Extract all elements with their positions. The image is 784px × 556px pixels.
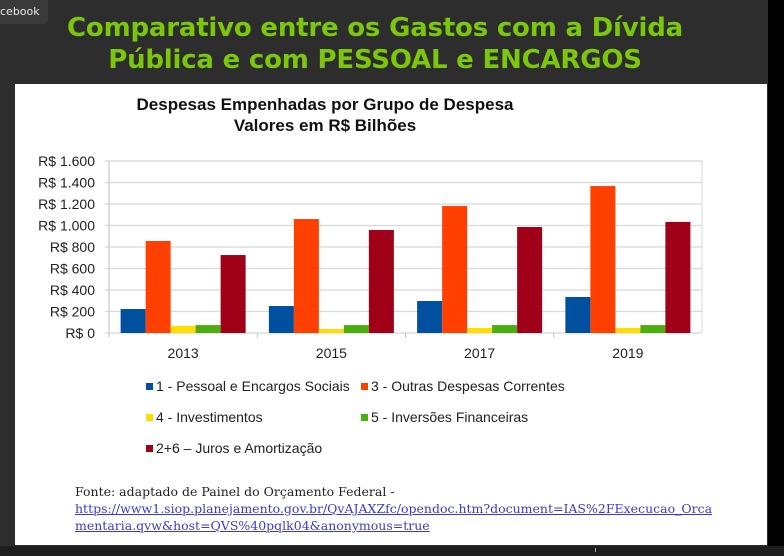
slide-title-line-2: Pública e com PESSOAL e ENCARGOS bbox=[108, 45, 642, 75]
bar-2015-5 bbox=[368, 230, 394, 333]
bar-2013-5 bbox=[220, 255, 246, 333]
bar-2015-3 bbox=[318, 329, 344, 333]
x-tick-label: 2017 bbox=[464, 345, 495, 361]
legend-swatch bbox=[361, 382, 368, 390]
bottom-marker bbox=[595, 548, 596, 552]
bar-2013-3 bbox=[170, 326, 196, 333]
bar-2017-5 bbox=[517, 227, 543, 333]
bar-2019-1 bbox=[565, 296, 591, 333]
bar-2017-2 bbox=[442, 206, 468, 333]
legend-label: 4 - Investimentos bbox=[156, 409, 263, 425]
bar-2013-4 bbox=[195, 325, 221, 333]
legend-label: 5 - Inversões Financeiras bbox=[371, 409, 529, 425]
chart-subtitle: Valores em R$ Bilhões bbox=[233, 116, 417, 135]
y-axis-ticks: R$ 0 R$ 200 R$ 400 R$ 600 R$ 800 R$ 1.000 R$ 1… bbox=[38, 153, 95, 341]
source-note: Fonte: adaptado de Painel do Orçamento F… bbox=[75, 483, 765, 534]
y-tick-label: R$ 200 bbox=[50, 304, 95, 320]
y-tick-label: R$ 600 bbox=[50, 261, 95, 277]
y-tick-label: R$ 1.600 bbox=[38, 153, 95, 169]
y-tick-label: R$ 400 bbox=[50, 282, 95, 298]
bar-2017-1 bbox=[417, 300, 443, 333]
x-tick-label: 2019 bbox=[612, 345, 643, 361]
x-tick-label: 2013 bbox=[168, 345, 199, 361]
chart-title-main: Despesas Empenhadas por Grupo de Despesa bbox=[136, 95, 514, 114]
bottom-bar bbox=[0, 546, 784, 556]
bar-2013-1 bbox=[120, 309, 146, 333]
y-tick-label: R$ 0 bbox=[65, 325, 95, 341]
source-label: Fonte: adaptado de Painel do Orçamento F… bbox=[75, 484, 395, 499]
bar-2019-2 bbox=[590, 186, 616, 333]
y-tick-label: R$ 1.000 bbox=[38, 218, 95, 234]
source-link-line-2: mentaria.qvw&host=QVS%40pqlk04&anonymous… bbox=[75, 518, 430, 533]
bar-2017-4 bbox=[492, 325, 518, 333]
x-axis-ticks: 2013 2015 2017 2019 bbox=[168, 333, 644, 361]
bars bbox=[120, 186, 691, 333]
bar-2019-3 bbox=[615, 327, 641, 333]
bar-2015-4 bbox=[343, 325, 369, 333]
bar-2013-2 bbox=[145, 240, 171, 333]
right-black-panel bbox=[768, 0, 784, 556]
legend-label: 1 - Pessoal e Encargos Sociais bbox=[156, 378, 350, 394]
source-link-line-1: https://www1.siop.planejamento.gov.br/Qv… bbox=[75, 501, 713, 516]
legend-item: 1 - Pessoal e Encargos Sociais bbox=[146, 378, 350, 394]
app-tab-label[interactable]: cebook bbox=[0, 0, 48, 24]
y-tick-label: R$ 1.400 bbox=[38, 175, 95, 191]
bar-2019-5 bbox=[665, 221, 691, 333]
legend-swatch bbox=[146, 382, 153, 390]
legend-swatch bbox=[146, 444, 153, 452]
y-tick-label: R$ 1.200 bbox=[38, 196, 95, 212]
chart-title: Despesas Empenhadas por Grupo de Despesa… bbox=[95, 94, 555, 136]
x-tick-label: 2015 bbox=[316, 345, 347, 361]
y-tick-label: R$ 800 bbox=[50, 239, 95, 255]
bar-2015-1 bbox=[268, 306, 294, 333]
legend-item: 2+6 – Juros e Amortização bbox=[146, 440, 322, 456]
legend-swatch bbox=[361, 413, 368, 421]
legend-item: 4 - Investimentos bbox=[146, 409, 263, 425]
legend-label: 3 - Outras Despesas Correntes bbox=[371, 378, 565, 394]
legend-item: 3 - Outras Despesas Correntes bbox=[361, 378, 565, 394]
slide-title: Comparativo entre os Gastos com a Dívida… bbox=[40, 12, 710, 76]
bar-2019-4 bbox=[640, 325, 666, 333]
bar-2017-3 bbox=[467, 327, 493, 333]
bar-2015-2 bbox=[293, 219, 319, 333]
source-link[interactable]: https://www1.siop.planejamento.gov.br/Qv… bbox=[75, 500, 765, 534]
slide-title-line-1: Comparativo entre os Gastos com a Dívida bbox=[67, 13, 683, 43]
legend-item: 5 - Inversões Financeiras bbox=[361, 409, 528, 425]
legend-swatch bbox=[146, 413, 153, 421]
legend-label: 2+6 – Juros e Amortização bbox=[156, 440, 323, 456]
